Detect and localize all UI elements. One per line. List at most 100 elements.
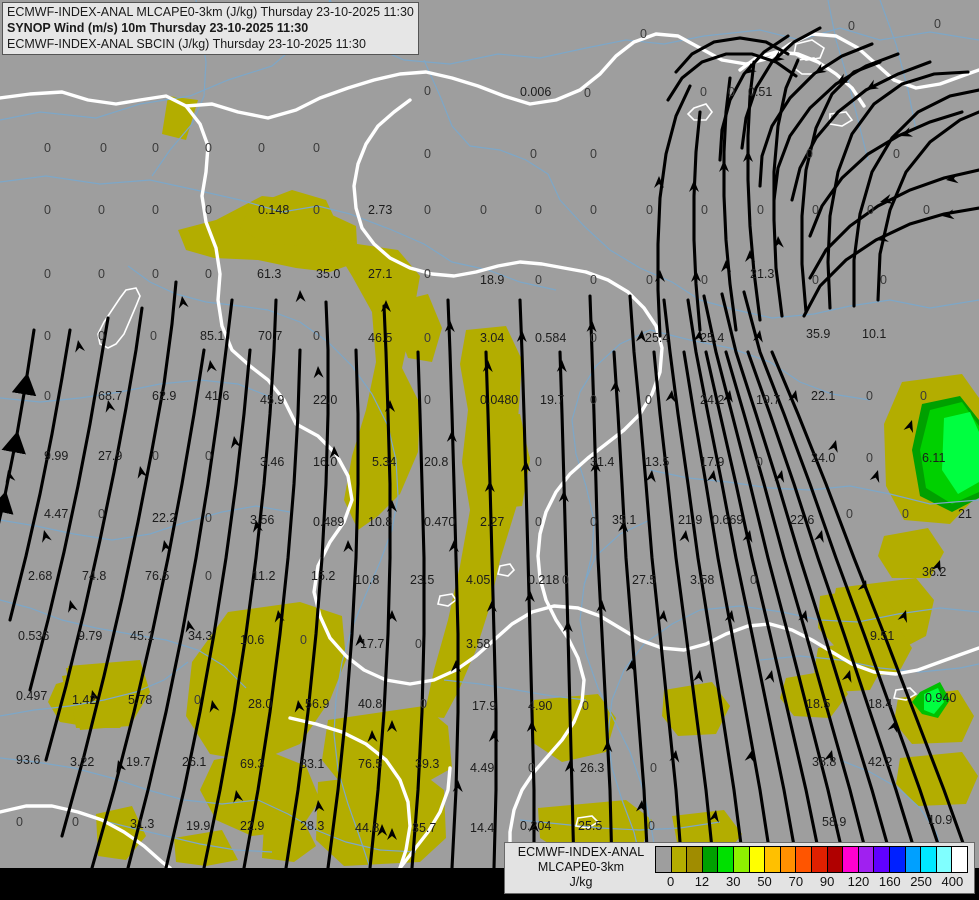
sbcin-value: 23.5 xyxy=(410,573,434,587)
sbcin-value: 0 xyxy=(480,203,487,217)
colorbar-swatch-18 xyxy=(936,847,953,872)
sbcin-value: 22.0 xyxy=(313,393,337,407)
sbcin-value: 45.9 xyxy=(260,393,284,407)
sbcin-value: 0 xyxy=(205,449,212,463)
sbcin-value: 68.7 xyxy=(98,389,122,403)
sbcin-value: 0 xyxy=(44,267,51,281)
sbcin-value: 0 xyxy=(313,141,320,155)
sbcin-value: 0 xyxy=(590,515,597,529)
sbcin-value: 18.5 xyxy=(806,697,830,711)
sbcin-value: 0.940 xyxy=(925,691,956,705)
map-svg: 0 0 0 0 0 0.006 0 0 0 0.51 0 0 0 0 0 0 0 0 0 0 0 0 0 0 0 0 0 0 0.148… xyxy=(0,0,979,868)
sbcin-value: 17.9 xyxy=(700,455,724,469)
header-line-sbcin: ECMWF-INDEX-ANAL SBCIN (J/kg) Thursday 2… xyxy=(7,37,366,51)
sbcin-value: 0 xyxy=(812,273,819,287)
sbcin-value: 6.11 xyxy=(922,451,945,465)
colorbar-swatch-13 xyxy=(858,847,875,872)
sbcin-value: 26.1 xyxy=(182,755,206,769)
sbcin-value: 0 xyxy=(150,329,157,343)
sbcin-value: 28.3 xyxy=(300,819,324,833)
sbcin-value: 0.489 xyxy=(313,515,344,529)
sbcin-value: 0.51 xyxy=(748,85,772,99)
sbcin-value: 0 xyxy=(98,507,105,521)
sbcin-value: 62.9 xyxy=(152,389,176,403)
sbcin-value: 41.6 xyxy=(205,389,229,403)
sbcin-value: 0 xyxy=(920,389,927,403)
sbcin-value: 3.58 xyxy=(466,637,490,651)
sbcin-value: 0 xyxy=(44,141,51,155)
colorbar-swatch-8 xyxy=(780,847,797,872)
sbcin-value: 0 xyxy=(757,203,764,217)
colorbar-swatch-2 xyxy=(687,847,703,872)
sbcin-value: 0 xyxy=(152,141,159,155)
sbcin-value: 0.536 xyxy=(18,629,49,643)
sbcin-value: 22.1 xyxy=(811,389,835,403)
sbcin-value: 16.0 xyxy=(313,455,337,469)
sbcin-value: 0 xyxy=(867,203,874,217)
colorbar-swatch-11 xyxy=(827,847,844,872)
colorbar-swatch-17 xyxy=(921,847,937,872)
sbcin-value: 0 xyxy=(205,511,212,525)
sbcin-value: 0 xyxy=(313,329,320,343)
sbcin-value: 0 xyxy=(415,637,422,651)
colorbar-swatches[interactable] xyxy=(655,846,968,873)
sbcin-value: 0 xyxy=(100,141,107,155)
sbcin-value: 0 xyxy=(701,203,708,217)
sbcin-value: 21.3 xyxy=(750,267,774,281)
sbcin-value: 0.204 xyxy=(520,819,551,833)
colorbar-legend: ECMWF-INDEX-ANAL MLCAPE0-3km J/kg 0 12 30 5… xyxy=(504,842,975,894)
sbcin-value: 0 xyxy=(258,141,265,155)
colorbar-swatch-10 xyxy=(811,847,828,872)
sbcin-value: 0 xyxy=(728,85,735,99)
sbcin-value: 83.1 xyxy=(300,757,324,771)
legend-units: J/kg xyxy=(569,875,593,889)
sbcin-value: 0 xyxy=(44,329,51,343)
sbcin-value: 15.2 xyxy=(311,569,335,583)
colorbar-swatch-1 xyxy=(671,847,688,872)
sbcin-value: 0 xyxy=(16,815,23,829)
sbcin-value: 22.2 xyxy=(152,511,176,525)
sbcin-value: 0 xyxy=(902,507,909,521)
colorbar-swatch-3 xyxy=(702,847,719,872)
colorbar-tick-labels: 0 12 30 50 70 90 120 160 250 400 xyxy=(655,874,968,892)
sbcin-value: 0 xyxy=(424,331,431,345)
sbcin-value: 0 xyxy=(640,27,647,41)
sbcin-value: 35.7 xyxy=(412,821,436,835)
sbcin-value: 46.5 xyxy=(368,331,392,345)
sbcin-value: 10.1 xyxy=(862,327,886,341)
map-canvas[interactable]: 0 0 0 0 0 0.006 0 0 0 0.51 0 0 0 0 0 0 0 0 0 0 0 0 0 0 0 0 0 0 0.148… xyxy=(0,0,979,868)
sbcin-value: 0 xyxy=(300,633,307,647)
streamline-arrowheads xyxy=(5,51,959,840)
sbcin-value: 19.7 xyxy=(756,393,780,407)
sbcin-value: 0 xyxy=(535,515,542,529)
sbcin-value: 13.5 xyxy=(645,455,669,469)
sbcin-value: 10.8 xyxy=(355,573,379,587)
sbcin-value: 26.3 xyxy=(580,761,604,775)
colorbar-swatch-14 xyxy=(874,847,890,872)
sbcin-value: 0 xyxy=(646,273,653,287)
sbcin-value: 9.51 xyxy=(870,629,894,643)
sbcin-value: 0 xyxy=(650,761,657,775)
sbcin-value: 36.2 xyxy=(922,565,946,579)
sbcin-value: 1.42 xyxy=(72,693,96,707)
sbcin-value: 4.90 xyxy=(528,699,552,713)
sbcin-value: 0 xyxy=(535,273,542,287)
colorbar-swatch-0 xyxy=(656,847,672,872)
legend-text-block: ECMWF-INDEX-ANAL MLCAPE0-3km J/kg xyxy=(511,845,651,890)
colorbar-swatch-6 xyxy=(749,847,766,872)
colorbar-tick-12: 12 xyxy=(694,874,710,889)
sbcin-value: 0.006 xyxy=(520,85,551,99)
sbcin-value: 10.6 xyxy=(240,633,264,647)
sbcin-value: 27.5 xyxy=(632,573,656,587)
sbcin-value: 0 xyxy=(98,329,105,343)
sbcin-value: 0 xyxy=(205,141,212,155)
sbcin-value: 0 xyxy=(590,273,597,287)
colorbar-swatch-12 xyxy=(843,847,859,872)
sbcin-value: 4.49 xyxy=(470,761,494,775)
colorbar-tick-30: 30 xyxy=(726,874,741,889)
sbcin-value: 0.148 xyxy=(258,203,289,217)
colorbar-swatch-16 xyxy=(905,847,922,872)
sbcin-value: 0 xyxy=(866,389,873,403)
sbcin-value: 45.1 xyxy=(130,629,154,643)
sbcin-value: 25.4 xyxy=(700,331,724,345)
